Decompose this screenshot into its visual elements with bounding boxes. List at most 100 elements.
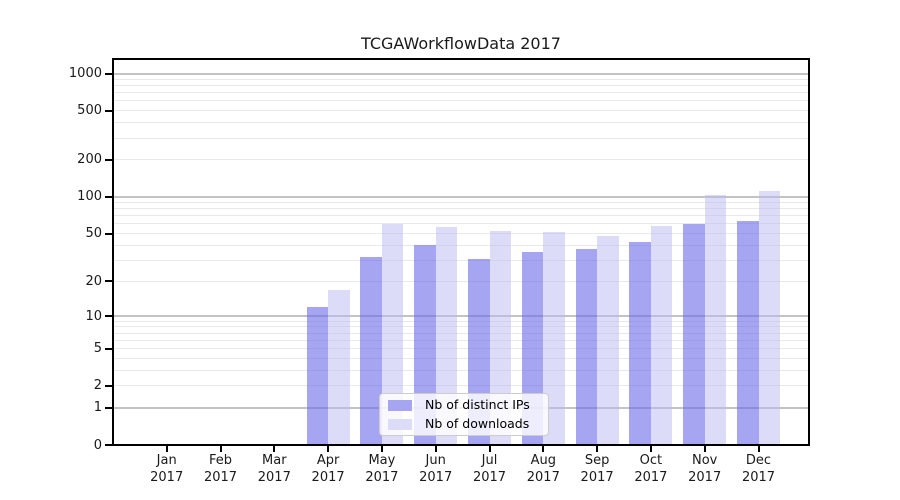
y-tick-50 [105,232,112,235]
x-tick-jul [488,446,491,452]
x-tick-apr [327,446,330,452]
gridline-4 [112,357,810,359]
gridline-70 [112,215,810,217]
x-tick-label-may: May 2017 [350,452,414,486]
bar-distinct-ips-sep [575,249,598,445]
bar-downloads-aug [543,231,565,445]
x-tick-label-dec: Dec 2017 [727,452,791,486]
bar-distinct-ips-dec [737,220,759,445]
y-tick-1000 [105,72,112,75]
x-tick-month: Dec [745,453,772,468]
y-tick-label-2: 2 [93,378,102,394]
legend-label-downloads: Nb of downloads [425,416,530,431]
gridline-100 [112,195,810,198]
gridline-700 [112,92,810,94]
gridline-300 [112,137,810,139]
y-tick-label-200: 200 [77,152,102,168]
x-tick-year: 2017 [688,470,722,485]
bar-downloads-apr [328,289,350,445]
y-tick-1 [105,406,112,409]
chart-title: TCGAWorkflowData 2017 [361,34,561,53]
legend: Nb of distinct IPs Nb of downloads [379,393,549,436]
x-tick-year: 2017 [472,470,507,485]
y-tick-20 [105,280,112,283]
y-tick-10 [105,315,112,318]
gridline-10 [112,315,810,318]
bar-distinct-ips-oct [629,241,651,445]
x-tick-month: Oct [639,453,663,468]
bar-downloads-dec [758,190,780,445]
x-tick-year: 2017 [419,470,453,485]
legend-item-distinct-ips: Nb of distinct IPs [388,398,540,412]
x-tick-month: Sep [584,453,610,468]
legend-item-downloads: Nb of downloads [388,417,540,431]
x-tick-feb [219,446,222,452]
y-tick-label-10: 10 [85,308,102,324]
x-tick-label-apr: Apr 2017 [296,452,360,486]
legend-swatch-distinct-ips [388,399,412,411]
gridline-2 [112,385,810,387]
x-tick-month: Jun [425,453,446,468]
gridline-9 [112,320,810,322]
bar-downloads-nov [704,195,727,445]
x-tick-year: 2017 [150,470,184,485]
gridline-900 [112,78,810,80]
x-tick-label-aug: Aug 2017 [511,452,575,486]
gridline-20 [112,280,810,282]
x-tick-year: 2017 [741,470,776,485]
y-tick-label-1: 1 [93,400,102,416]
y-tick-2 [105,384,112,387]
x-tick-year: 2017 [257,470,291,485]
x-tick-year: 2017 [311,470,345,485]
bar-distinct-ips-apr [306,307,329,445]
x-tick-label-oct: Oct 2017 [619,452,683,486]
x-tick-month: Jan [156,453,177,468]
x-tick-year: 2017 [526,470,560,485]
x-tick-year: 2017 [203,470,238,485]
x-tick-year: 2017 [365,470,399,485]
gridline-3 [112,369,810,371]
gridline-400 [112,122,810,124]
x-tick-month: Mar [262,453,287,468]
y-tick-label-1000: 1000 [68,66,102,82]
y-tick-label-5: 5 [93,341,102,357]
x-tick-label-jun: Jun 2017 [404,452,468,486]
gridline-500 [112,110,810,112]
plot-area [112,58,810,446]
x-tick-dec [757,446,760,452]
gridline-30 [112,259,810,261]
x-tick-label-mar: Mar 2017 [242,452,306,486]
gridline-40 [112,244,810,246]
x-tick-month: May [368,453,396,468]
y-tick-100 [105,195,112,198]
gridline-7 [112,332,810,334]
gridline-600 [112,100,810,102]
y-tick-label-20: 20 [85,273,102,289]
gridline-200 [112,159,810,161]
gridline-5 [112,348,810,350]
x-tick-year: 2017 [580,470,614,485]
gridline-800 [112,85,810,87]
gridline-90 [112,201,810,203]
gridline-6 [112,339,810,341]
y-tick-label-0: 0 [93,437,102,453]
x-tick-may [380,446,383,452]
bar-downloads-oct [650,225,673,445]
y-tick-500 [105,109,112,112]
bar-downloads-jun [435,226,458,445]
gridline-80 [112,208,810,210]
legend-swatch-downloads [388,418,412,430]
x-tick-month: Feb [208,453,233,468]
bar-distinct-ips-nov [683,223,705,445]
x-tick-sep [596,446,599,452]
gridline-50 [112,233,810,235]
x-tick-month: Nov [692,453,718,468]
x-tick-jan [165,446,168,452]
gridline-1000 [112,72,810,75]
x-tick-label-jan: Jan 2017 [135,452,199,486]
x-tick-month: Aug [530,453,556,468]
bar-downloads-jul [489,230,511,445]
y-tick-0 [105,444,112,446]
x-tick-oct [649,446,652,452]
